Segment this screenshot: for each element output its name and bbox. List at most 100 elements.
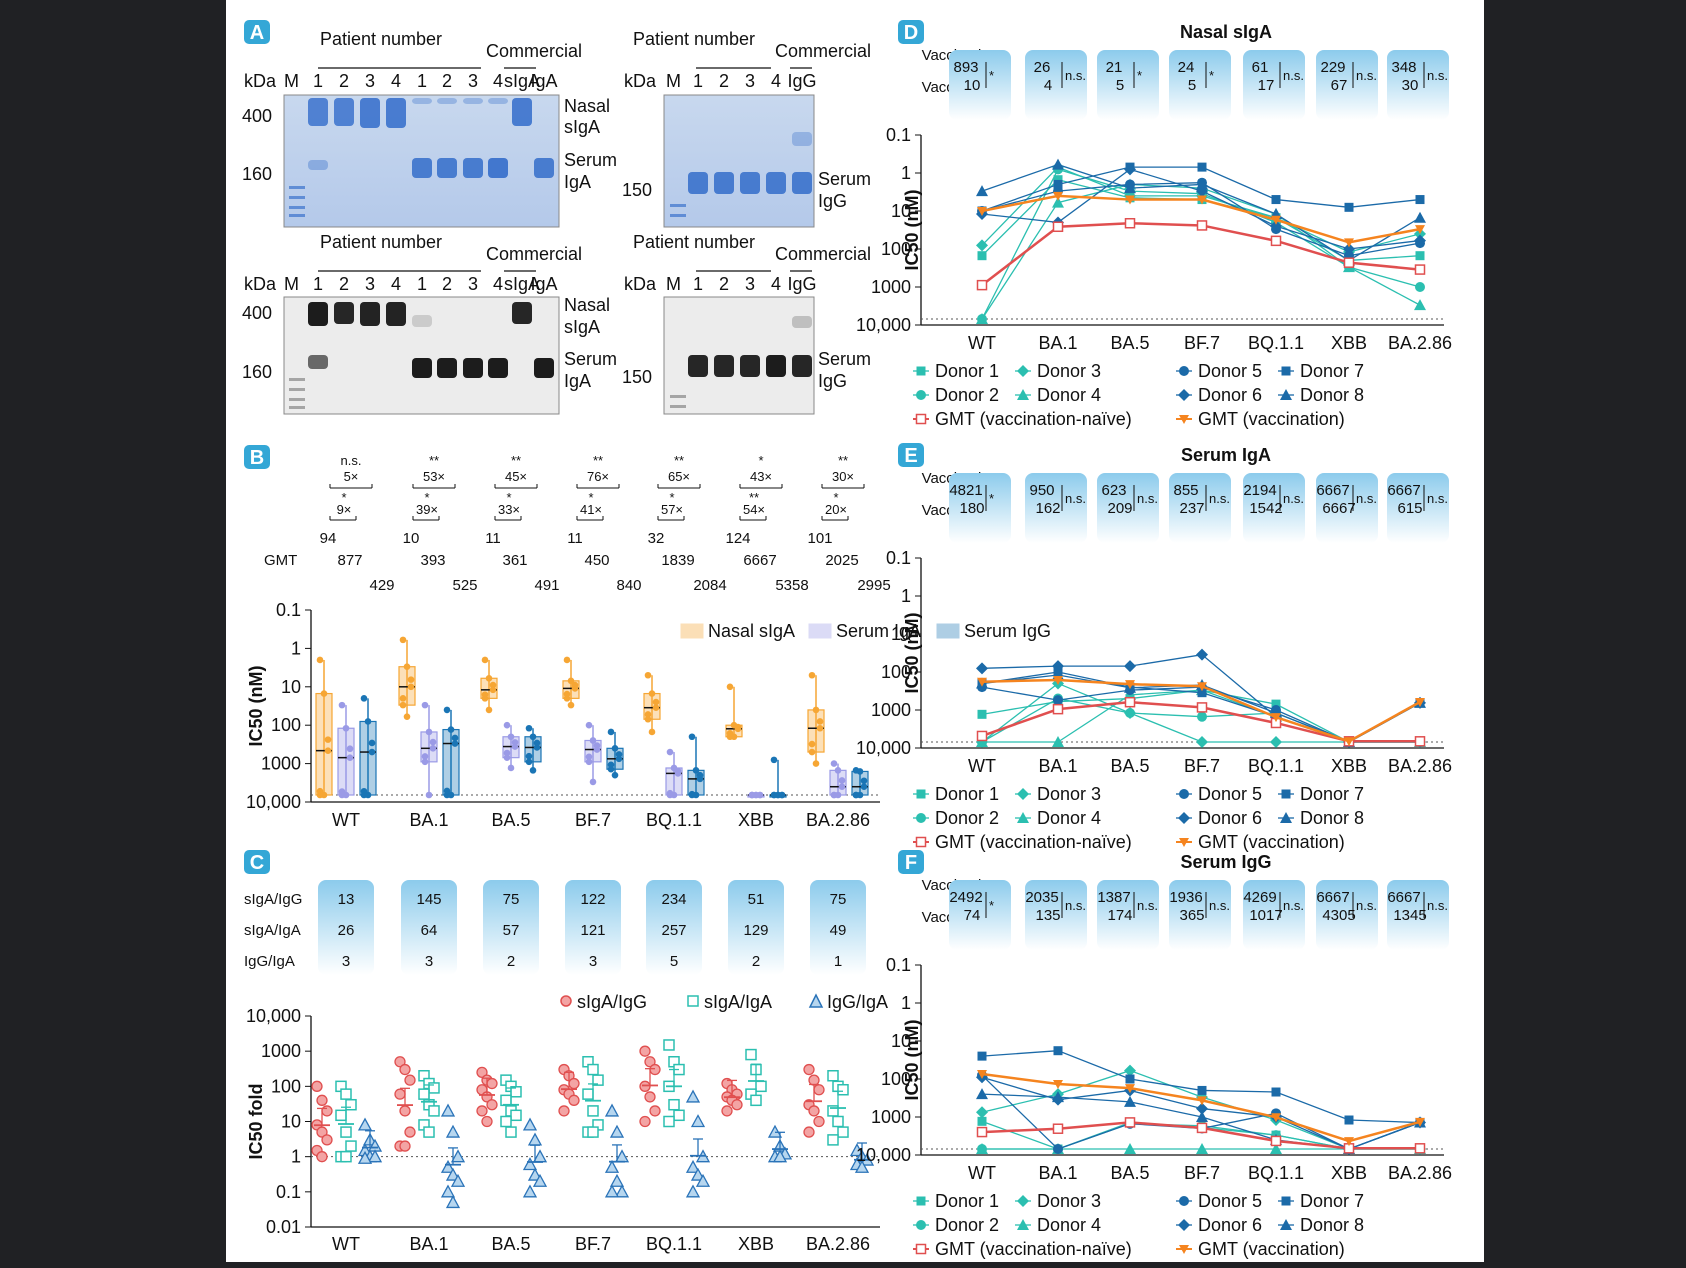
ratio-triangle	[445, 1124, 461, 1138]
donor-point	[1415, 282, 1425, 292]
ratio-circle	[644, 1091, 656, 1103]
ratio-square	[340, 1150, 352, 1163]
ratio-square	[510, 1109, 522, 1122]
gel-band	[308, 355, 328, 369]
legend-marker	[916, 1196, 926, 1206]
legend-marker	[1178, 1219, 1190, 1231]
legend-marker	[1179, 415, 1189, 424]
gmt-vacc-point	[1197, 195, 1207, 205]
gmt-column	[949, 880, 1011, 950]
gmt-iga: 450	[584, 552, 609, 569]
fold-top: 53×	[423, 469, 445, 484]
y-axis-label: IC50 (nM)	[902, 612, 922, 693]
x-tick-label: BA.1	[1038, 333, 1077, 353]
data-point	[425, 791, 433, 799]
gel-bands-2	[670, 132, 812, 217]
fold-top: 30×	[832, 469, 854, 484]
sig-label: n.s.	[1427, 68, 1448, 83]
y-axis-label: IC50 (nM)	[246, 665, 266, 746]
serum-igg-label-2: IgG	[818, 191, 847, 211]
gmt-naive: 855	[1173, 482, 1198, 499]
data-point	[589, 778, 597, 786]
data-point	[611, 745, 619, 752]
lane-label: IgG	[787, 71, 816, 91]
data-point	[529, 733, 537, 741]
data-point	[533, 739, 541, 747]
nasal-label-4: sIgA	[564, 317, 600, 337]
ratio-square	[587, 1105, 599, 1117]
ratio-square	[832, 1115, 844, 1128]
data-point	[324, 747, 332, 754]
legend-label: Serum IgG	[964, 621, 1051, 641]
x-tick-label: BQ.1.1	[646, 810, 702, 830]
legend-label: Donor 5	[1198, 361, 1262, 381]
data-point	[585, 758, 593, 766]
legend-swatch	[936, 623, 960, 639]
lane-labels-2: 1 2 3 4 IgG	[693, 71, 817, 91]
data-point	[346, 745, 354, 753]
y-tick-label: 100	[271, 715, 301, 735]
sig-label: n.s.	[1427, 898, 1448, 913]
data-point	[644, 711, 652, 718]
x-tick-label: WT	[968, 756, 996, 776]
x-tick-label: BF.7	[1184, 756, 1220, 776]
data-point	[342, 724, 350, 732]
ratio-row-label: sIgA/IgG	[244, 891, 302, 908]
gel-band	[740, 355, 760, 377]
donor-point	[1414, 299, 1426, 311]
data-point	[585, 753, 593, 761]
y-tick-label: 0.1	[276, 600, 301, 620]
ratio-circle	[639, 1115, 651, 1128]
donor-point	[977, 709, 987, 719]
ladder-band	[670, 204, 686, 207]
gmt-naive: 6667	[1387, 889, 1420, 906]
ratio-triangle	[532, 1173, 548, 1187]
y-tick-label: 1000	[261, 1041, 301, 1061]
legend-swatch	[680, 623, 704, 639]
legend-label: sIgA/IgG	[577, 992, 647, 1012]
fold-bot: 9×	[337, 502, 352, 517]
gel-band	[740, 172, 760, 194]
fold-bot: 33×	[498, 502, 520, 517]
legend-label: Nasal sIgA	[708, 621, 795, 641]
x-tick-label: WT	[968, 333, 996, 353]
data-point	[368, 748, 376, 756]
data-point	[611, 771, 619, 779]
sig-top: **	[838, 453, 848, 468]
x-tick-label: BQ.1.1	[1248, 333, 1304, 353]
ratio-square	[673, 1109, 685, 1122]
data-point	[481, 691, 489, 698]
data-point	[364, 718, 372, 725]
gel-band	[488, 98, 508, 104]
donor-point	[1415, 251, 1425, 261]
panel-badge-label: F	[905, 852, 917, 874]
data-point	[615, 751, 623, 758]
gel-bands	[289, 98, 554, 217]
gmt-naive-point	[1052, 703, 1064, 715]
ratio-circle	[486, 1077, 498, 1090]
legend-label: Donor 5	[1198, 1191, 1262, 1211]
data-point	[860, 777, 868, 785]
ratio-siga-igg: 75	[503, 891, 520, 908]
ratio-square	[500, 1094, 512, 1107]
legend-label: GMT (vaccination-naïve)	[935, 1239, 1132, 1259]
gel-band	[437, 98, 457, 104]
gmt-naive: 6667	[1316, 482, 1349, 499]
gel-band	[386, 98, 406, 128]
ratio-triangle	[522, 1157, 538, 1171]
ratio-triangle	[690, 1114, 706, 1128]
lane-label: 4	[771, 71, 781, 91]
serum-iga-label-1: Serum	[564, 150, 617, 170]
legend-triangle	[808, 993, 824, 1008]
ratio-triangle	[527, 1132, 543, 1146]
sig-top: **	[429, 453, 439, 468]
panel-b-badge-label: B	[250, 447, 264, 469]
gmt-vacc: 135	[1035, 907, 1060, 924]
gel-band	[437, 358, 457, 378]
legend-label: Donor 7	[1300, 361, 1364, 381]
x-tick-label: BA.1	[1038, 1163, 1077, 1183]
ratio-triangle	[685, 1089, 701, 1103]
data-point	[525, 758, 533, 766]
sig-label: n.s.	[1137, 491, 1158, 506]
